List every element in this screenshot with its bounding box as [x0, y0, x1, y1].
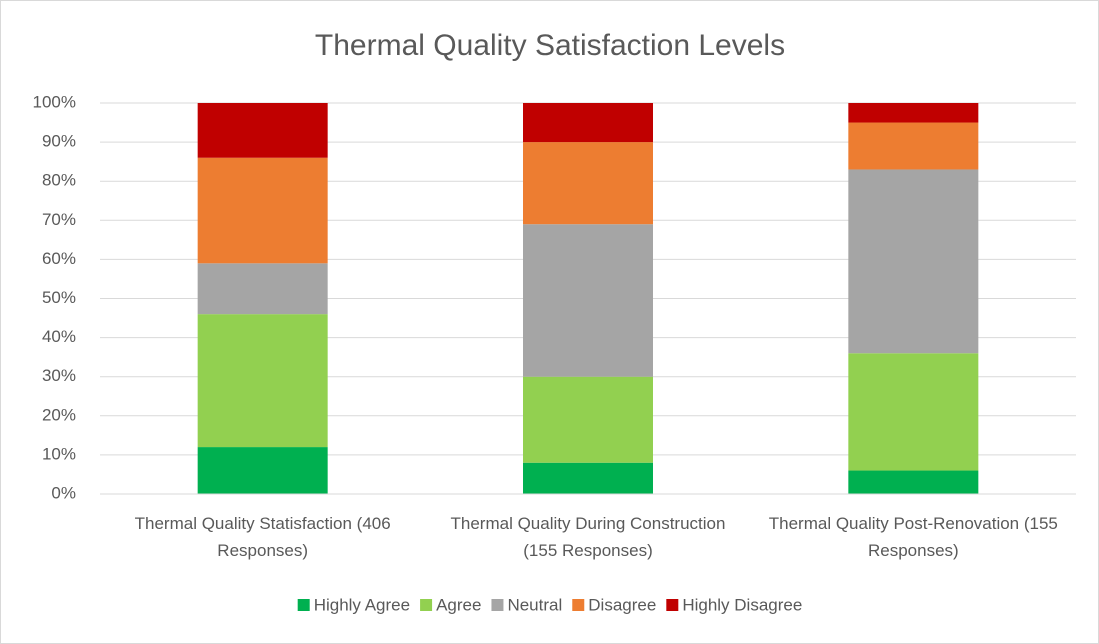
- bar-segment: [197, 447, 328, 494]
- bar-segment: [523, 462, 653, 494]
- legend-label: Highly Disagree: [682, 595, 802, 614]
- y-tick-label: 30%: [42, 366, 76, 385]
- y-tick-label: 10%: [42, 444, 76, 463]
- legend-label: Neutral: [507, 595, 562, 614]
- legend-swatch: [572, 599, 585, 611]
- bar-segment: [523, 224, 653, 377]
- bar-segment: [523, 142, 653, 225]
- y-tick-label: 70%: [42, 210, 76, 229]
- legend-label: Disagree: [588, 595, 656, 614]
- y-tick-label: 50%: [42, 288, 76, 307]
- legend-swatch: [491, 599, 504, 611]
- y-tick-label: 90%: [42, 132, 76, 151]
- bar-segment: [848, 169, 979, 354]
- bar-segment: [197, 314, 328, 448]
- bar-segment: [848, 353, 979, 471]
- legend-label: Highly Agree: [314, 595, 410, 614]
- x-tick-label: Thermal Quality During Construction (155 …: [451, 514, 726, 560]
- x-tick-label: Thermal Quality Post-Renovation (155 Resp…: [769, 514, 1058, 560]
- bar-segment: [848, 103, 979, 123]
- y-tick-label: 80%: [42, 171, 76, 190]
- y-tick-label: 0%: [51, 483, 76, 502]
- x-tick-label: Thermal Quality Statisfaction (406 Respon…: [135, 514, 391, 560]
- y-tick-label: 40%: [42, 327, 76, 346]
- bar-segment: [523, 376, 653, 463]
- legend-swatch: [297, 599, 310, 611]
- y-tick-label: 20%: [42, 405, 76, 424]
- chart-title: Thermal Quality Satisfaction Levels: [315, 29, 785, 62]
- y-tick-label: 60%: [42, 249, 76, 268]
- bar-segment: [197, 103, 328, 158]
- y-tick-label: 100%: [33, 92, 76, 111]
- bar-segment: [848, 122, 979, 170]
- bar-segment: [523, 103, 653, 143]
- legend-swatch: [666, 599, 679, 611]
- bar-segment: [197, 263, 328, 315]
- bar-segment: [197, 157, 328, 264]
- bar-segment: [848, 470, 979, 494]
- legend-label: Agree: [436, 595, 481, 614]
- legend-swatch: [420, 599, 433, 611]
